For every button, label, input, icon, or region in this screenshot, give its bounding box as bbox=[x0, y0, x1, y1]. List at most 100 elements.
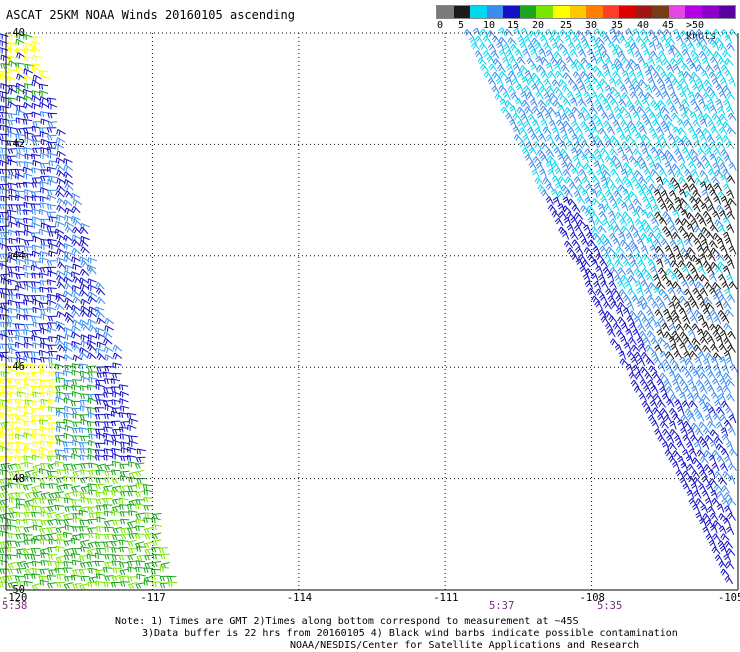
wind-barb bbox=[588, 120, 597, 130]
wind-barb bbox=[0, 83, 10, 90]
wind-barb bbox=[0, 530, 9, 537]
wind-barb bbox=[667, 168, 676, 178]
wind-barb bbox=[46, 127, 57, 133]
wind-barb bbox=[661, 141, 671, 150]
wind-barb bbox=[711, 497, 721, 506]
wind-barb bbox=[56, 128, 66, 136]
wind-barb bbox=[678, 295, 688, 304]
wind-barb bbox=[706, 217, 715, 227]
wind-barb bbox=[48, 370, 58, 377]
wind-barb bbox=[54, 449, 65, 456]
wind-barb bbox=[619, 218, 628, 227]
wind-barb bbox=[15, 503, 26, 510]
wind-barb bbox=[47, 422, 58, 428]
wind-barb bbox=[64, 333, 74, 341]
wind-barb bbox=[31, 195, 41, 202]
wind-barb bbox=[95, 282, 105, 290]
wind-barb bbox=[694, 356, 702, 366]
wind-barb bbox=[627, 288, 637, 297]
wind-barb bbox=[55, 555, 66, 563]
wind-barb bbox=[31, 177, 42, 183]
wind-barb bbox=[603, 301, 613, 310]
wind-barb bbox=[32, 464, 42, 472]
wind-barb bbox=[56, 248, 67, 255]
wind-barb bbox=[56, 150, 66, 158]
wind-barb bbox=[689, 183, 698, 192]
wind-barb bbox=[23, 404, 34, 411]
wind-barb bbox=[670, 141, 680, 150]
wind-barb bbox=[626, 217, 635, 227]
wind-barb bbox=[669, 428, 679, 437]
wind-barb bbox=[47, 179, 57, 186]
wind-barb bbox=[652, 204, 661, 214]
wind-barb bbox=[80, 435, 90, 442]
wind-barb bbox=[32, 244, 42, 251]
wind-barb bbox=[31, 167, 41, 174]
wind-barb bbox=[723, 553, 732, 563]
wind-barb bbox=[616, 63, 625, 72]
wind-barb bbox=[618, 36, 628, 44]
wind-barb bbox=[726, 211, 735, 220]
wind-barb bbox=[721, 497, 730, 507]
wind-barb bbox=[672, 315, 682, 325]
wind-barb bbox=[7, 482, 17, 489]
wind-barb bbox=[39, 181, 49, 188]
wind-barb bbox=[708, 240, 718, 249]
wind-barb bbox=[143, 527, 154, 534]
wind-barb bbox=[32, 491, 43, 498]
wind-barb bbox=[595, 154, 605, 164]
wind-barb bbox=[22, 483, 33, 491]
wind-barb bbox=[722, 301, 732, 310]
wind-barb bbox=[572, 84, 581, 94]
wind-barb bbox=[143, 517, 153, 524]
wind-speed-color-legend bbox=[436, 5, 736, 19]
wind-barb bbox=[720, 315, 730, 324]
wind-barb bbox=[709, 224, 719, 233]
wind-barb bbox=[15, 334, 25, 341]
wind-barb bbox=[590, 272, 599, 282]
wind-barb bbox=[15, 265, 25, 272]
wind-barb bbox=[607, 295, 617, 304]
wind-barb bbox=[707, 37, 717, 45]
wind-barb bbox=[521, 147, 531, 156]
wind-barb bbox=[80, 260, 90, 268]
wind-barb bbox=[709, 429, 720, 437]
wind-barb bbox=[711, 462, 720, 472]
wind-barb bbox=[39, 202, 49, 209]
wind-barb bbox=[721, 433, 730, 443]
wind-barb bbox=[599, 78, 609, 87]
wind-barb bbox=[39, 272, 49, 279]
wind-barb bbox=[159, 582, 170, 589]
wind-barb bbox=[723, 540, 734, 549]
wind-barb bbox=[70, 192, 81, 200]
wind-barb bbox=[16, 552, 26, 559]
wind-barb bbox=[674, 373, 684, 382]
wind-barb bbox=[7, 209, 17, 216]
wind-barb bbox=[686, 489, 695, 499]
wind-barb bbox=[7, 215, 17, 222]
wind-barb bbox=[23, 113, 33, 119]
wind-barb bbox=[715, 253, 725, 262]
wind-barb bbox=[79, 519, 89, 526]
wind-barb bbox=[477, 57, 487, 65]
wind-barb bbox=[23, 146, 33, 153]
wind-barb bbox=[665, 280, 675, 289]
wind-barb bbox=[519, 65, 529, 73]
wind-barb bbox=[135, 456, 146, 463]
wind-barb bbox=[23, 56, 34, 62]
wind-barb bbox=[0, 498, 9, 506]
wind-barb bbox=[488, 63, 498, 72]
wind-barb bbox=[650, 146, 659, 156]
wind-barb bbox=[720, 195, 729, 205]
wind-barb bbox=[707, 168, 717, 177]
wind-barb bbox=[662, 211, 672, 220]
wind-barb bbox=[127, 539, 137, 547]
wind-barb bbox=[632, 328, 641, 338]
wind-barb bbox=[0, 462, 10, 470]
wind-barb bbox=[643, 49, 651, 59]
wind-barb bbox=[103, 346, 114, 354]
wind-barb bbox=[702, 260, 712, 269]
wind-barb bbox=[694, 92, 704, 100]
wind-barb bbox=[664, 197, 674, 205]
wind-barb bbox=[46, 97, 57, 104]
